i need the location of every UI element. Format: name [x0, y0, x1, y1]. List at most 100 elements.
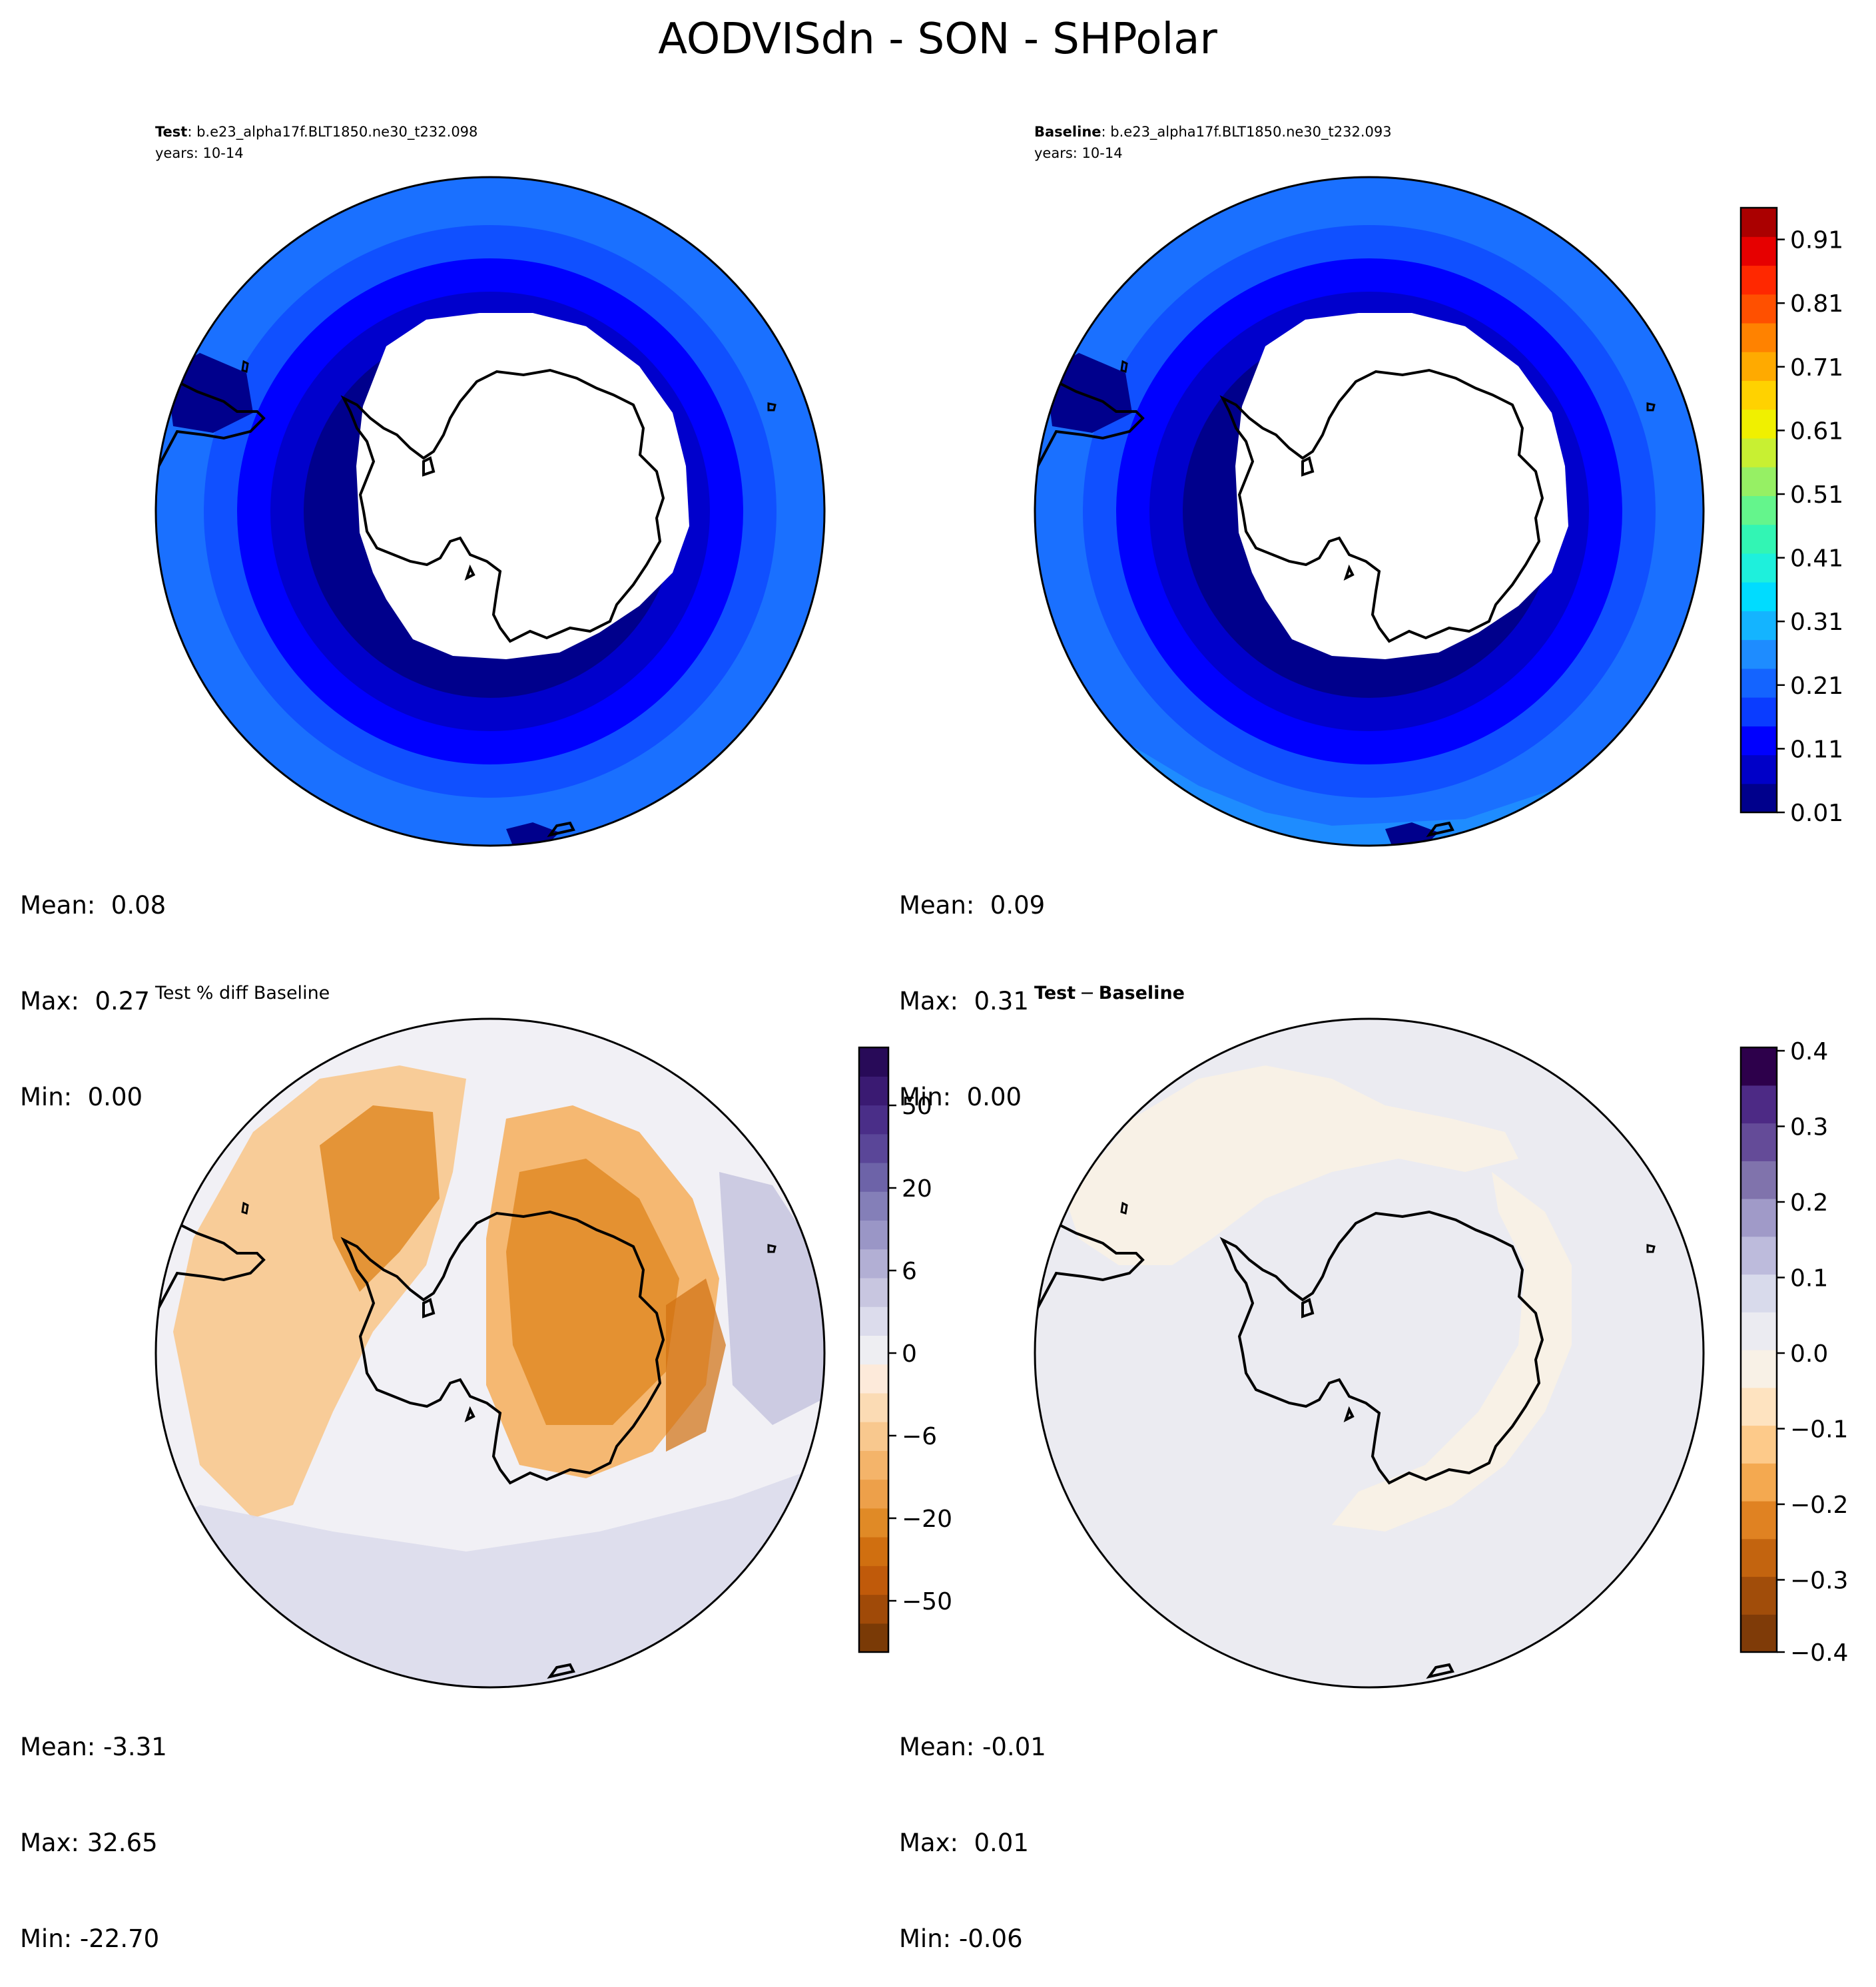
diff-max: Max: 0.01: [899, 1829, 1029, 1857]
pct-tick-label: −20: [902, 1506, 952, 1533]
pct-color-band: [859, 1508, 888, 1538]
main-color-band: [1741, 754, 1777, 784]
main-tick-label: 0.71: [1790, 354, 1843, 382]
diff-color-band: [1741, 1199, 1777, 1237]
diff-tick-label: 0.0: [1790, 1340, 1828, 1368]
diff-tick-label: −0.1: [1790, 1416, 1848, 1444]
baseline-min: Min: 0.00: [899, 1083, 1022, 1111]
diff-color-band: [1741, 1312, 1777, 1350]
main-tick-label: 0.01: [1790, 800, 1843, 827]
pct-color-band: [859, 1191, 888, 1221]
pct-color-band: [859, 1249, 888, 1278]
diff-color-band: [1741, 1538, 1777, 1577]
test-case: b.e23_alpha17f.BLT1850.ne30_t232.098: [196, 124, 477, 141]
main-color-band: [1741, 352, 1777, 382]
baseline-max: Max: 0.31: [899, 987, 1029, 1015]
pctdiff-mean: Mean: -3.31: [20, 1733, 167, 1761]
pct-tick-label: 50: [902, 1093, 932, 1120]
svg-text:Test: b.e23_alpha17f.BLT1850.n: Test: b.e23_alpha17f.BLT1850.ne30_t232.0…: [155, 124, 477, 141]
main-color-band: [1741, 524, 1777, 554]
baseline-mean: Mean: 0.09: [899, 891, 1046, 920]
pct-tick-label: 20: [902, 1175, 932, 1203]
pct-color-band: [859, 1565, 888, 1595]
figure: AODVISdn - SON - SHPolar Test: b.e23_alp…: [155, 15, 1848, 1689]
pct-color-band: [859, 1105, 888, 1135]
diff-tick-label: 0.1: [1790, 1265, 1828, 1292]
pct-color-band: [859, 1450, 888, 1480]
main-color-band: [1741, 467, 1777, 496]
main-tick-label: 0.21: [1790, 673, 1843, 700]
main-color-band: [1741, 639, 1777, 669]
diff-tick-label: 0.3: [1790, 1114, 1828, 1141]
pct-color-band: [859, 1422, 888, 1451]
pct-color-band: [859, 1392, 888, 1422]
baseline-panel: Baseline: b.e23_alpha17f.BLT1850.ne30_t2…: [1034, 124, 1705, 847]
main-tick-label: 0.31: [1790, 609, 1843, 636]
main-tick-label: 0.81: [1790, 290, 1843, 318]
pct-color-band: [859, 1277, 888, 1307]
figure-title: AODVISdn - SON - SHPolar: [658, 15, 1217, 64]
test-min: Min: 0.00: [20, 1083, 143, 1111]
diff-mean: Mean: -0.01: [899, 1733, 1046, 1761]
main-color-band: [1741, 495, 1777, 525]
diff-tick-label: −0.2: [1790, 1492, 1848, 1519]
main-color-band: [1741, 208, 1777, 237]
diff-color-band: [1741, 1047, 1777, 1086]
pct-color-band: [859, 1479, 888, 1509]
test-stats: Mean: 0.08 Max: 0.27 Min: 0.00: [20, 826, 166, 1145]
baseline-map: [1035, 177, 1704, 846]
main-color-band: [1741, 409, 1777, 439]
main-tick-label: 0.41: [1790, 545, 1843, 573]
pct-color-band: [859, 1076, 888, 1106]
diff-tick-label: 0.4: [1790, 1038, 1828, 1065]
diff-color-band: [1741, 1501, 1777, 1540]
pct-tick-label: 0: [902, 1340, 917, 1368]
pct-tick-label: −6: [902, 1423, 937, 1450]
main-color-band: [1741, 697, 1777, 726]
pctdiff-panel: Test % diff Baseline: [155, 983, 826, 1689]
diff-color-band: [1741, 1387, 1777, 1426]
pctdiff-max: Max: 32.65: [20, 1829, 158, 1857]
diff-color-band: [1741, 1614, 1777, 1653]
pctdiff-title: Test % diff Baseline: [155, 983, 330, 1003]
main-tick-label: 0.61: [1790, 418, 1843, 445]
diff-tick-label: −0.3: [1790, 1567, 1848, 1595]
test-panel: Test: b.e23_alpha17f.BLT1850.ne30_t232.0…: [155, 124, 826, 847]
diff-min: Min: -0.06: [899, 1924, 1023, 1953]
colorbar-diff: 0.4 0.3 0.2 0.1 0.0 −0.1 −0.2 −0.3 −0.4: [1739, 1038, 1848, 1667]
test-years: years: 10-14: [155, 145, 244, 161]
pct-color-band: [859, 1623, 888, 1653]
main-color-band: [1741, 668, 1777, 698]
colorbar-pctdiff: 50 20 6 0 −6 −20 −50: [858, 1046, 952, 1653]
diff-color-band: [1741, 1425, 1777, 1464]
diff-title-op: −: [1080, 983, 1095, 1003]
pct-color-band: [859, 1364, 888, 1394]
diff-tick-label: −0.4: [1790, 1639, 1848, 1667]
baseline-stats: Mean: 0.09 Max: 0.31 Min: 0.00: [899, 826, 1045, 1145]
main-color-band: [1741, 783, 1777, 813]
main-tick-label: 0.91: [1790, 227, 1843, 254]
diff-color-band: [1741, 1161, 1777, 1199]
pctdiff-min: Min: -22.70: [20, 1924, 160, 1953]
diff-panel: Test − Baseline: [1034, 983, 1705, 1689]
test-map: [156, 177, 824, 846]
baseline-case: b.e23_alpha17f.BLT1850.ne30_t232.093: [1110, 124, 1391, 141]
diff-color-band: [1741, 1236, 1777, 1275]
main-color-band: [1741, 726, 1777, 756]
diff-color-band: [1741, 1085, 1777, 1124]
diff-title-baseline: Baseline: [1099, 983, 1185, 1003]
main-color-band: [1741, 611, 1777, 641]
pct-color-band: [859, 1047, 888, 1077]
main-color-band: [1741, 553, 1777, 583]
main-color-band: [1741, 437, 1777, 467]
main-color-band: [1741, 294, 1777, 324]
diff-map: [1035, 1019, 1704, 1687]
pct-color-band: [859, 1306, 888, 1336]
diff-color-band: [1741, 1576, 1777, 1615]
test-mean: Mean: 0.08: [20, 891, 166, 920]
pct-color-band: [859, 1594, 888, 1624]
main-color-band: [1741, 582, 1777, 611]
main-color-band: [1741, 380, 1777, 410]
pct-color-band: [859, 1220, 888, 1250]
svg-text:Baseline: b.e23_alpha17f.BLT18: Baseline: b.e23_alpha17f.BLT1850.ne30_t2…: [1034, 124, 1392, 141]
